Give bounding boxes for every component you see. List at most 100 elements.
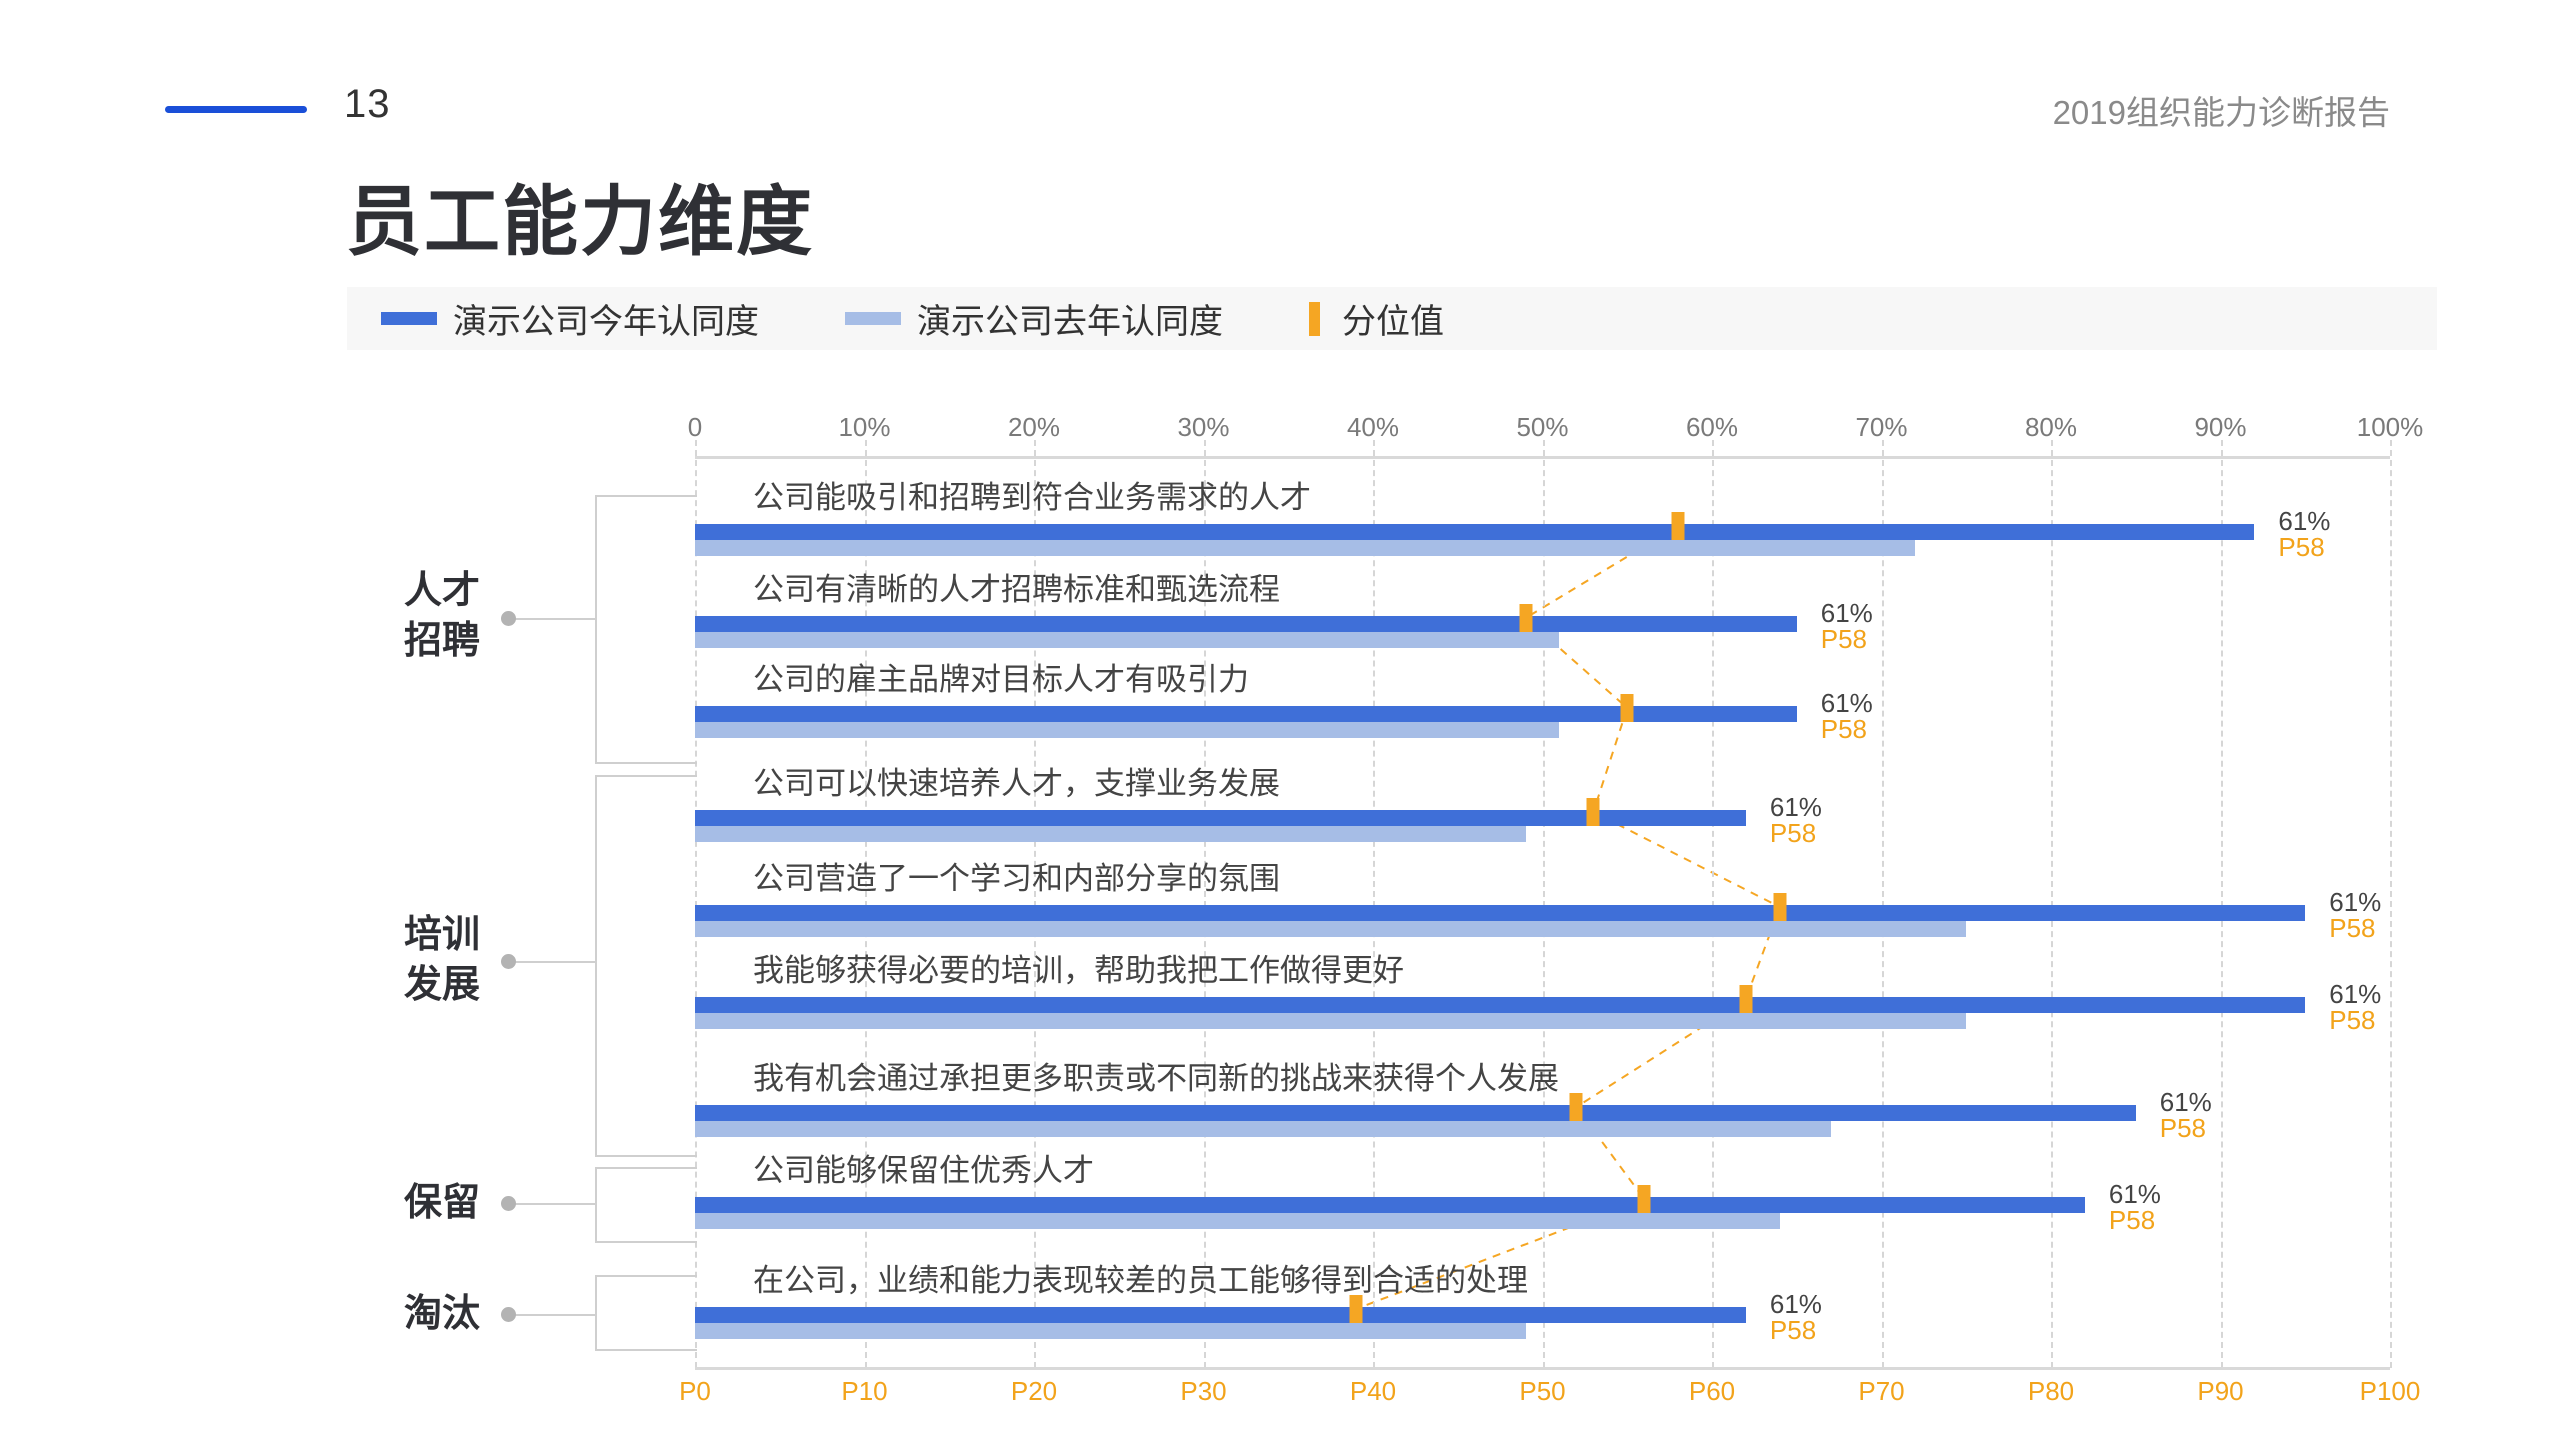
last-year-bar[interactable] <box>695 921 1967 937</box>
current-year-bar[interactable] <box>695 524 2255 540</box>
bottom-axis-tick: P70 <box>1858 1376 1905 1406</box>
report-title: 2019组织能力诊断报告 <box>2052 94 2390 131</box>
top-axis-tick: 80% <box>2024 412 2078 442</box>
row-label: 公司能够保留住优秀人才 <box>753 1153 1094 1188</box>
last-year-bar[interactable] <box>695 1213 1780 1229</box>
row-label: 我能够获得必要的培训，帮助我把工作做得更好 <box>753 953 1404 988</box>
last-year-bar[interactable] <box>695 540 1916 556</box>
current-year-bar[interactable] <box>695 997 2306 1013</box>
percentile-marker[interactable] <box>1519 604 1533 632</box>
bottom-axis-tick: P30 <box>1180 1376 1227 1406</box>
row-label: 公司可以快速培养人才，支撑业务发展 <box>753 766 1280 801</box>
top-axis-tick: 0 <box>687 412 703 442</box>
legend-item-percentile: 分位值 <box>1309 287 1444 350</box>
group-connector <box>515 618 595 620</box>
current-year-bar[interactable] <box>695 1307 1746 1323</box>
legend-label: 演示公司去年认同度 <box>917 303 1223 341</box>
gridline <box>1373 440 1375 1368</box>
value-label: 61% <box>2329 979 2382 1009</box>
percentile-marker[interactable] <box>1773 893 1787 921</box>
top-axis-tick: 30% <box>1177 412 1230 442</box>
bottom-axis-tick: P60 <box>1688 1376 1736 1406</box>
row-label: 在公司，业绩和能力表现较差的员工能够得到合适的处理 <box>753 1263 1528 1298</box>
percentile-marker[interactable] <box>1349 1295 1363 1323</box>
row-label: 公司有清晰的人才招聘标准和甄选流程 <box>753 572 1280 607</box>
group-bracket-training <box>595 775 697 1157</box>
group-label-retain: 保留 <box>402 1178 482 1228</box>
accent-line <box>165 106 307 113</box>
current-year-bar[interactable] <box>695 905 2306 921</box>
gridline <box>1712 440 1714 1368</box>
value-label: 61% <box>1769 1289 1822 1319</box>
percentile-marker[interactable] <box>1569 1093 1583 1121</box>
last-year-bar[interactable] <box>695 1013 1967 1029</box>
top-axis-tick: 60% <box>1685 412 1739 442</box>
group-label-line: 淘汰 <box>403 1293 480 1335</box>
bottom-axis-tick: P100 <box>2359 1376 2421 1406</box>
percentile-label: P58 <box>2329 913 2376 943</box>
last-year-bar[interactable] <box>695 632 1560 648</box>
chart-legend: 演示公司今年认同度 演示公司去年认同度 分位值 <box>347 287 2437 350</box>
gridline <box>1203 440 1206 1368</box>
group-label-line: 人才 <box>403 570 480 612</box>
last-year-bar[interactable] <box>695 826 1526 842</box>
bottom-axis-line <box>695 1367 2390 1370</box>
group-dot-icon <box>501 611 516 626</box>
bottom-axis-tick: P10 <box>841 1376 888 1406</box>
group-connector <box>515 1314 595 1316</box>
group-label-training: 培训 发展 <box>402 910 482 1010</box>
percentile-label: P58 <box>1820 624 1868 654</box>
last-year-bar[interactable] <box>695 722 1560 738</box>
legend-item-last-year: 演示公司去年认同度 <box>845 287 1223 350</box>
group-label-line: 招聘 <box>403 620 480 662</box>
gridline <box>2220 440 2223 1368</box>
top-axis-tick: 10% <box>838 412 891 442</box>
bottom-axis-tick: P0 <box>679 1376 711 1406</box>
percentile-marker[interactable] <box>1739 985 1753 1013</box>
value-label: 61% <box>1769 792 1822 822</box>
gridline <box>1881 440 1884 1368</box>
group-dot-icon <box>501 1307 516 1322</box>
group-bracket-retain <box>595 1167 697 1243</box>
bottom-axis-tick: P50 <box>1519 1376 1566 1406</box>
percentile-marker-icon <box>1309 301 1320 336</box>
page-title: 员工能力维度 <box>346 180 814 265</box>
group-label-line: 发展 <box>403 964 480 1006</box>
top-axis-tick: 20% <box>1007 412 1061 442</box>
top-axis-tick: 50% <box>1516 412 1569 442</box>
bottom-axis-tick: P80 <box>2027 1376 2075 1406</box>
percentile-label: P58 <box>2108 1205 2156 1235</box>
current-year-swatch-icon <box>381 312 437 325</box>
current-year-bar[interactable] <box>695 1105 2136 1121</box>
percentile-marker[interactable] <box>1586 798 1600 826</box>
group-bracket-eliminate <box>595 1275 697 1351</box>
gridline <box>1034 440 1036 1368</box>
current-year-bar[interactable] <box>695 810 1746 826</box>
current-year-bar[interactable] <box>695 706 1797 722</box>
row-label: 公司营造了一个学习和内部分享的氛围 <box>753 861 1280 896</box>
top-axis-tick: 100% <box>2356 412 2424 442</box>
group-connector <box>515 1203 595 1205</box>
gridline <box>695 440 697 1368</box>
bottom-axis-tick: P20 <box>1010 1376 1058 1406</box>
last-year-bar[interactable] <box>695 1323 1526 1339</box>
group-label-eliminate: 淘汰 <box>402 1289 482 1339</box>
group-dot-icon <box>501 1196 516 1211</box>
last-year-bar[interactable] <box>695 1121 1831 1137</box>
gridline <box>2390 440 2392 1368</box>
percentile-label: P58 <box>1820 714 1868 744</box>
value-label: 61% <box>2278 506 2331 536</box>
gridline <box>2051 440 2053 1368</box>
page-number: 13 <box>344 82 391 126</box>
percentile-marker[interactable] <box>1637 1185 1651 1213</box>
legend-label: 演示公司今年认同度 <box>453 303 759 341</box>
top-axis-tick: 40% <box>1346 412 1400 442</box>
legend-label: 分位值 <box>1342 303 1444 341</box>
legend-item-current-year: 演示公司今年认同度 <box>381 287 759 350</box>
current-year-bar[interactable] <box>695 616 1797 632</box>
percentile-label: P58 <box>1769 818 1817 848</box>
percentile-marker[interactable] <box>1620 694 1634 722</box>
percentile-marker[interactable] <box>1671 512 1685 540</box>
current-year-bar[interactable] <box>695 1197 2085 1213</box>
value-label: 61% <box>2159 1087 2212 1117</box>
